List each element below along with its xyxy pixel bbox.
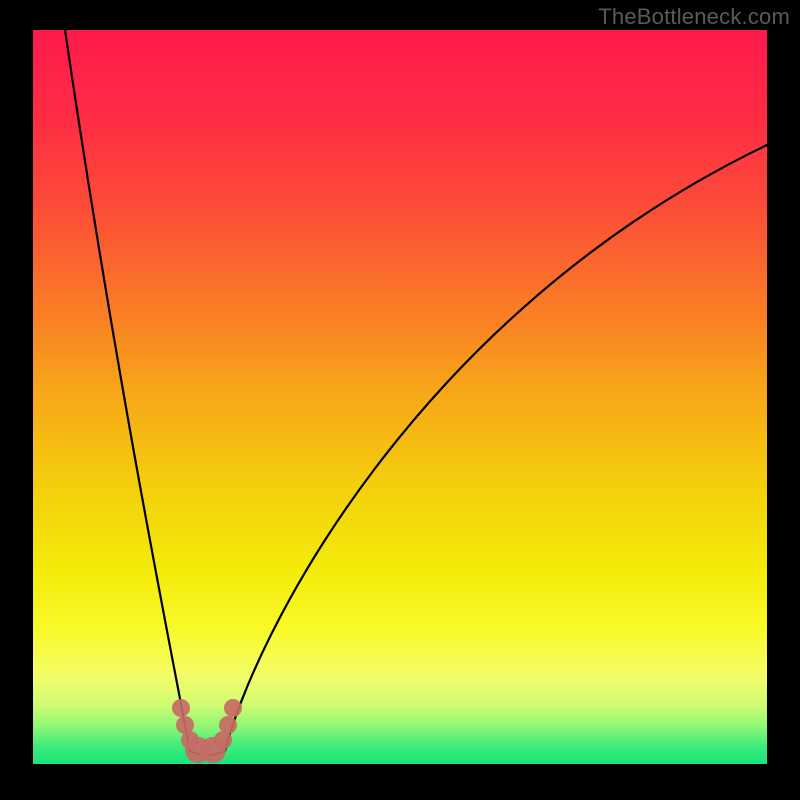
bottleneck-chart bbox=[33, 30, 767, 764]
gradient-background bbox=[33, 30, 767, 764]
valley-marker-dot bbox=[172, 699, 190, 717]
valley-marker-dot bbox=[219, 716, 237, 734]
valley-marker-dot bbox=[224, 699, 242, 717]
watermark-text: TheBottleneck.com bbox=[598, 4, 790, 30]
chart-container: TheBottleneck.com bbox=[0, 0, 800, 800]
